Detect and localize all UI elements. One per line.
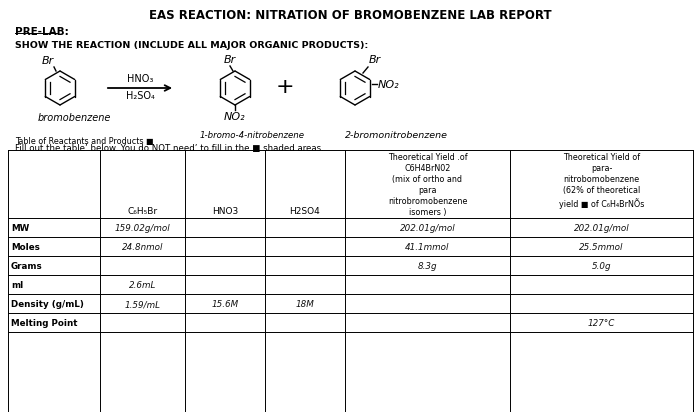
Text: 5.0g: 5.0g [592, 261, 611, 271]
Text: 24.8nmol: 24.8nmol [122, 242, 163, 252]
Text: MW: MW [11, 223, 29, 233]
Text: 8.3g: 8.3g [418, 261, 438, 271]
Text: 202.01g/mol: 202.01g/mol [400, 223, 455, 233]
Text: Grams: Grams [11, 261, 43, 271]
Text: 127°C: 127°C [588, 318, 615, 327]
Text: 25.5mmol: 25.5mmol [580, 242, 624, 252]
Text: 202.01g/mol: 202.01g/mol [574, 223, 629, 233]
Text: NO₂: NO₂ [378, 80, 400, 90]
Text: Theoretical Yield of
para-
nitrobomobenzene
(62% of theoretical
yield ■ of C₆H₄B: Theoretical Yield of para- nitrobomobenz… [559, 153, 644, 208]
Text: Br: Br [224, 55, 236, 65]
Text: ml: ml [11, 280, 23, 289]
Text: Br: Br [369, 55, 382, 65]
Text: +: + [276, 77, 294, 97]
Text: C₆H₅Br: C₆H₅Br [127, 206, 158, 216]
Text: Table of Reactants and Products ■: Table of Reactants and Products ■ [15, 137, 153, 146]
Text: Fill out the table’ below. You do NOT need’ to fill in the ■ shaded areas.: Fill out the table’ below. You do NOT ne… [15, 144, 323, 153]
Text: 18M: 18M [295, 299, 314, 308]
Text: 15.6M: 15.6M [211, 299, 239, 308]
Text: H2SO4: H2SO4 [290, 206, 321, 216]
Text: EAS REACTION: NITRATION OF BROMOBENZENE LAB REPORT: EAS REACTION: NITRATION OF BROMOBENZENE … [148, 9, 552, 22]
Text: 1.59/mL: 1.59/mL [125, 299, 160, 308]
Text: PRE-LAB:: PRE-LAB: [15, 27, 69, 37]
Text: 41.1mmol: 41.1mmol [405, 242, 449, 252]
Text: 159.02g/mol: 159.02g/mol [115, 223, 170, 233]
Text: SHOW THE REACTION (INCLUDE ALL MAJOR ORGANIC PRODUCTS):: SHOW THE REACTION (INCLUDE ALL MAJOR ORG… [15, 41, 368, 50]
Text: Density (g/mL): Density (g/mL) [11, 299, 84, 308]
Text: bromobenzene: bromobenzene [38, 113, 111, 123]
Text: Theoretical Yield .of
C6H4BrN02
(mix of ortho and
para
nitrobromobenzene
isomers: Theoretical Yield .of C6H4BrN02 (mix of … [388, 153, 468, 217]
Text: H₂SO₄: H₂SO₄ [125, 91, 155, 101]
Text: 2-bromonitrobenzene: 2-bromonitrobenzene [345, 131, 448, 140]
Text: Moles: Moles [11, 242, 40, 252]
Text: 1-bromo-4-nitrobenzene: 1-bromo-4-nitrobenzene [200, 131, 305, 140]
Text: HNO3: HNO3 [212, 206, 238, 216]
Text: Melting Point: Melting Point [11, 318, 78, 327]
Text: NO₂: NO₂ [224, 112, 246, 122]
Text: HNO₃: HNO₃ [127, 74, 153, 84]
Text: 2.6mL: 2.6mL [129, 280, 156, 289]
Text: Br: Br [42, 56, 54, 66]
